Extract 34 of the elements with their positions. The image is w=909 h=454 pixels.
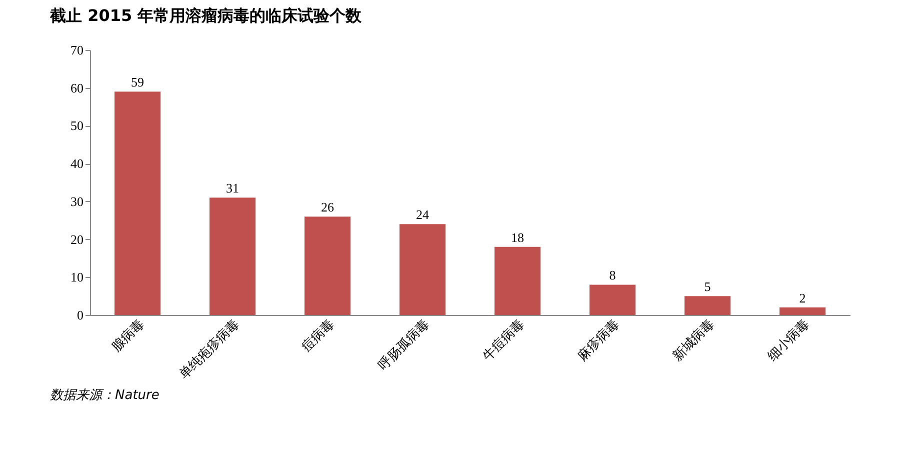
y-tick-label: 10: [70, 270, 84, 285]
x-tick-label: 痘病毒: [299, 316, 338, 355]
x-tick-label: 单纯疱疹病毒: [176, 316, 242, 383]
y-tick-label: 30: [70, 194, 84, 209]
y-tick-label: 60: [70, 80, 84, 96]
data-label: 59: [131, 74, 144, 90]
x-tick-label: 牛痘病毒: [480, 316, 528, 364]
x-tick-label: 新城病毒: [670, 316, 718, 364]
bar: [210, 198, 256, 315]
y-tick-label: 20: [70, 232, 84, 247]
source-note: 数据来源：Nature: [50, 388, 160, 403]
data-label: 24: [416, 207, 430, 222]
y-tick-label: 40: [70, 156, 84, 172]
bar: [304, 216, 350, 315]
bar: [114, 92, 160, 315]
bar: [400, 224, 446, 315]
bar: [684, 296, 730, 315]
x-tick-label: 腺病毒: [109, 316, 148, 355]
data-label: 26: [321, 200, 334, 215]
y-tick-label: 50: [70, 118, 84, 134]
x-tick-label: 细小病毒: [765, 316, 812, 364]
data-label: 5: [704, 279, 711, 294]
chart-title: 截止 2015 年常用溶瘤病毒的临床试验个数: [49, 6, 363, 25]
y-tick-label: 0: [77, 308, 84, 322]
bar: [780, 307, 826, 315]
bar: [494, 246, 540, 315]
y-tick-label: 70: [70, 42, 84, 58]
x-tick-label: 呼肠孤病毒: [376, 316, 432, 374]
data-label: 31: [226, 180, 239, 196]
data-label: 2: [799, 290, 806, 306]
data-label: 8: [609, 268, 616, 283]
data-label: 18: [511, 230, 524, 245]
x-tick-label: 麻疹病毒: [575, 316, 622, 364]
bar: [590, 284, 636, 315]
